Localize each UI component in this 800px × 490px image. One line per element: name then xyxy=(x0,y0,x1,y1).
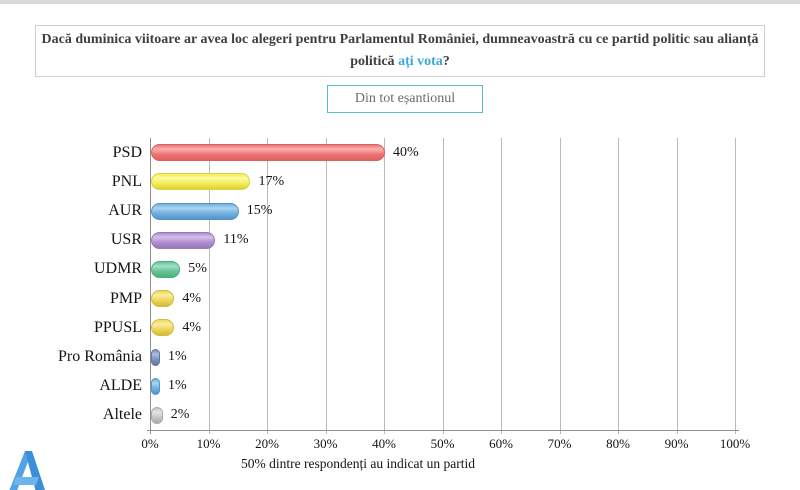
value-label: 15% xyxy=(246,203,273,218)
y-axis-line xyxy=(150,138,151,434)
x-tick-label: 0% xyxy=(141,436,159,451)
category-label: Pro România xyxy=(58,348,142,365)
gridline xyxy=(501,138,502,434)
x-tick-label: 10% xyxy=(196,436,221,451)
bar-pnl xyxy=(151,173,251,191)
x-tick-label: 40% xyxy=(372,436,396,451)
bar-aur xyxy=(151,202,239,220)
category-label: PNL xyxy=(111,172,142,190)
category-label: ALDE xyxy=(99,377,142,395)
value-label: 5% xyxy=(188,261,207,277)
category-label: AUR xyxy=(108,202,142,219)
bar-ppusl xyxy=(151,319,175,337)
bar-udmr xyxy=(151,260,181,278)
bar-psd xyxy=(151,144,385,162)
sample-filter-button[interactable]: Din tot eșantionul xyxy=(327,85,483,113)
x-axis-line xyxy=(147,430,739,431)
bar-altele xyxy=(151,406,163,424)
value-label: 4% xyxy=(182,290,202,306)
question-title-box: Dacă duminica viitoare ar avea loc alege… xyxy=(35,25,765,77)
value-label: 40% xyxy=(393,144,419,160)
question-text: Dacă duminica viitoare ar avea loc alege… xyxy=(41,31,759,69)
x-tick-label: 70% xyxy=(547,436,572,451)
x-tick-label: 20% xyxy=(255,436,279,451)
gridline xyxy=(384,138,385,434)
x-tick-label: 90% xyxy=(664,436,689,451)
chart-caption: 50% dintre respondenți au indicat un par… xyxy=(241,456,475,471)
question-title: Dacă duminica viitoare ar avea loc alege… xyxy=(40,29,760,74)
value-label: 2% xyxy=(170,407,190,423)
category-label: USR xyxy=(110,231,142,249)
question-highlight-text: ați vota xyxy=(398,54,443,69)
gridline xyxy=(267,138,268,434)
value-label: 4% xyxy=(182,319,202,335)
x-tick-label: 60% xyxy=(489,436,513,451)
x-tick-label: 100% xyxy=(719,436,751,451)
x-tick-label: 50% xyxy=(430,436,455,451)
top-border-bar xyxy=(0,0,800,4)
gridline xyxy=(208,138,210,434)
category-label: PMP xyxy=(109,289,142,307)
value-label: 1% xyxy=(168,378,187,394)
bar-pro-românia xyxy=(151,348,160,366)
category-label: PSD xyxy=(112,143,142,161)
value-label: 1% xyxy=(168,349,187,364)
category-label: PPUSL xyxy=(93,318,142,336)
x-tick-label: 30% xyxy=(313,436,338,451)
gridline xyxy=(676,138,678,434)
x-tick-label: 80% xyxy=(606,436,630,451)
gridline xyxy=(618,138,619,434)
bar-alde xyxy=(151,377,160,395)
question-mark: ? xyxy=(442,54,450,69)
gridline xyxy=(325,138,327,434)
bar-usr xyxy=(151,231,216,249)
gridline xyxy=(735,138,736,434)
bar-pmp xyxy=(151,290,175,308)
category-label: Altele xyxy=(102,406,142,424)
category-label: UDMR xyxy=(93,260,142,278)
value-label: 11% xyxy=(223,232,249,248)
gridline xyxy=(442,138,444,434)
avangarde-logo xyxy=(9,451,45,490)
gridline xyxy=(559,138,561,434)
value-label: 17% xyxy=(258,173,285,189)
